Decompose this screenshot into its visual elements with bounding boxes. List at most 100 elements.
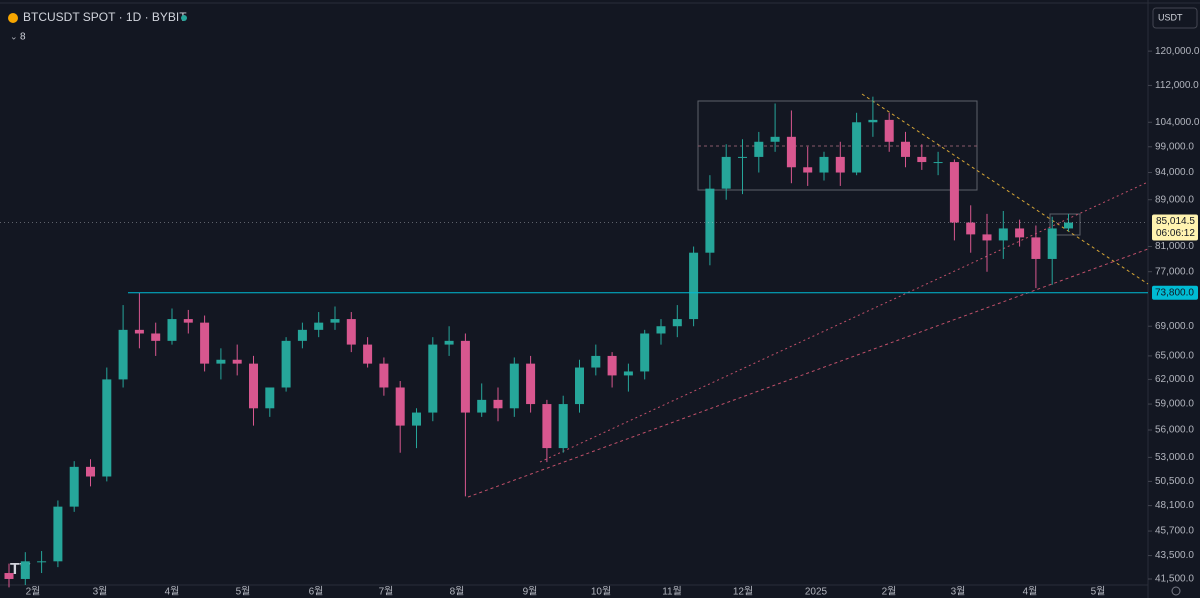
candle-body [607,355,617,376]
symbol-title[interactable]: BTCUSDT SPOT · 1D · BYBIT [23,10,187,24]
y-tick-label: 59,000.0 [1155,399,1194,410]
candle-body [1047,228,1057,259]
hline-label-bg [1152,285,1198,300]
y-tick-label: 62,000.0 [1155,374,1194,385]
x-tick-label: 3월 [951,586,966,598]
candle-body [819,156,829,173]
candle-body [982,234,992,241]
candle-body [69,466,79,507]
x-tick-label: 12월 [733,586,753,598]
x-tick-label: 9월 [523,586,538,598]
candle-body [134,329,144,334]
candle-body [102,379,112,477]
symbol-icon [8,13,18,23]
y-tick-label: 41,500.0 [1155,574,1194,585]
x-tick-label: 8월 [450,586,465,598]
candle-body [4,573,14,579]
y-tick-label: 120,000.0 [1155,46,1200,57]
currency[interactable]: USDT [1158,12,1183,22]
candle-body [509,363,519,409]
candle-body [803,167,813,173]
y-tick-label: 77,000.0 [1155,266,1194,277]
candle-body [297,329,307,341]
x-tick-label: 2025 [805,587,828,598]
candle-body [477,399,487,413]
candle-body [216,359,226,364]
candle-body [770,136,780,142]
hline-label: 73,800.0 [1155,287,1194,298]
countdown: 06:06:12 [1156,228,1195,239]
candle-body [966,222,976,235]
y-tick-label: 104,000.0 [1155,117,1200,128]
candle-body [575,367,584,405]
trend-line [539,181,1149,463]
candle-body [933,162,943,164]
candle-body [705,188,715,253]
x-tick-label: 11월 [662,586,682,598]
x-tick-label: 6월 [309,586,324,598]
y-tick-label: 69,000.0 [1155,321,1194,332]
indicator-count[interactable]: 8 [20,32,26,43]
y-tick-label: 65,000.0 [1155,351,1194,362]
y-tick-label: 56,000.0 [1155,425,1194,436]
y-tick-label: 81,000.0 [1155,241,1194,252]
candle-body [460,340,470,413]
candle-body [412,412,421,426]
candle-body [493,399,503,409]
x-tick-label: 3월 [93,586,108,598]
candle-body [656,326,666,334]
candle-body [265,387,275,409]
candle-body [738,156,747,158]
candle-body [949,162,959,223]
candle-body [200,322,210,364]
x-tick-label: 4월 [165,586,180,598]
candle-body [917,156,927,163]
candle-body [1064,222,1073,229]
candle-body [167,319,177,341]
collapse-icon[interactable]: ⌄ [10,31,18,41]
candle-body [232,359,242,364]
candle-body [346,319,356,345]
y-tick-label: 45,700.0 [1155,526,1194,537]
candle-body [640,333,650,372]
small-box [1049,213,1081,236]
y-tick-label: 53,000.0 [1155,452,1194,463]
x-tick-label: 2월 [26,586,41,598]
candle-body [53,506,63,562]
candle-body [330,319,340,323]
candle-body [998,228,1008,241]
y-tick-label: 112,000.0 [1155,80,1199,91]
x-tick-label: 5월 [236,586,251,598]
last-price-bg [1152,214,1198,241]
currency-button[interactable] [1152,7,1198,29]
candle-body [901,141,910,157]
candle-body [1031,237,1041,259]
candle-body [558,404,568,449]
candle-body [786,136,796,168]
trend-line [467,248,1149,498]
candle-body [542,404,552,449]
candle-body [151,333,161,341]
candle-body [379,363,389,388]
candle-body [672,319,682,327]
candle-body [86,466,95,477]
candle-body [37,561,47,563]
candle-body [526,363,536,405]
x-tick-label: 10월 [591,586,611,598]
candle-body [754,141,764,157]
x-tick-label: 5월 [1091,586,1106,598]
status-dot [181,15,187,21]
candle-body [281,340,291,388]
settings-icon[interactable] [1171,586,1181,596]
candle-body [249,363,258,409]
candle-body [884,119,894,142]
candle-body [428,344,438,413]
candle-body [395,387,405,426]
candle-body [314,322,324,330]
y-tick-label: 50,500.0 [1155,476,1194,487]
candle-body [689,252,699,320]
x-tick-label: 7월 [379,586,394,598]
candle-body [868,119,878,123]
